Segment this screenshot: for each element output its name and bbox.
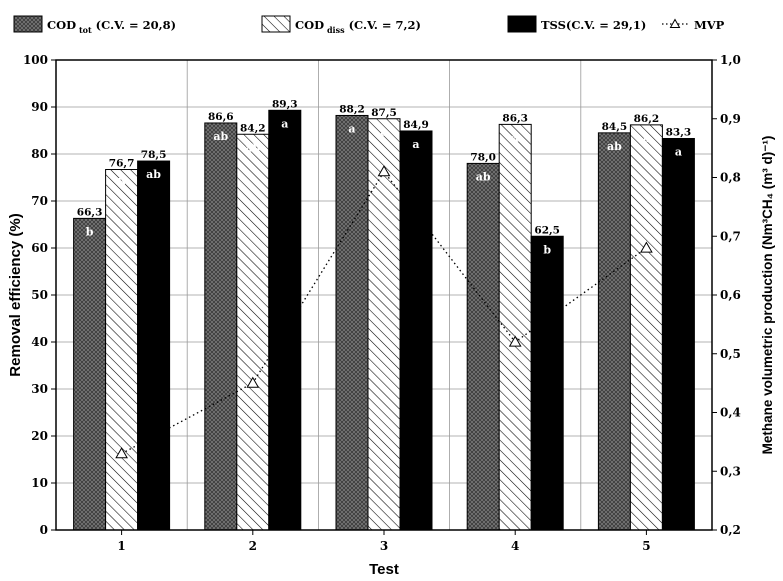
y-tick-label: 30 [31, 382, 48, 396]
legend-label: MVP [694, 18, 725, 32]
group-letter: ab [245, 141, 260, 154]
legend-swatch [261, 15, 291, 33]
mvp-point [246, 376, 260, 388]
group-letter: b [86, 225, 94, 238]
data-label: 86,2 [634, 113, 660, 125]
bar [466, 162, 500, 531]
data-label: 87,5 [371, 107, 397, 119]
mvp-point [640, 241, 653, 253]
data-label: 86,3 [502, 112, 528, 124]
y-tick-label: 10 [31, 476, 48, 490]
mvp-point [377, 165, 391, 177]
data-label: 78,5 [141, 149, 167, 161]
mvp-point [508, 335, 522, 347]
bar [367, 118, 401, 531]
bar [629, 124, 663, 531]
y-tick-label: 60 [31, 241, 48, 255]
data-label: 84,9 [403, 119, 429, 131]
y2-tick-label: 1,0 [720, 53, 741, 67]
y2-tick-label: 0,5 [720, 347, 741, 361]
data-label: 88,2 [339, 103, 365, 115]
data-label: 83,3 [666, 126, 692, 138]
y2-tick-label: 0,6 [720, 288, 741, 302]
x-tick-label: 3 [380, 539, 388, 553]
group-letter: ab [146, 168, 161, 181]
mvp-line [115, 165, 653, 459]
y2-tick-label: 0,7 [720, 229, 741, 243]
y-tick-label: 100 [23, 53, 48, 67]
bars: 66,3b76,7b78,5ab86,6ab84,2ab89,3a88,2a87… [73, 98, 695, 531]
y2-tick-label: 0,4 [720, 406, 741, 420]
legend-marker [669, 18, 681, 28]
group-letter: ab [607, 140, 622, 153]
group-letter: a [281, 117, 288, 130]
group-letter: a [412, 138, 419, 151]
bar [73, 217, 107, 531]
legend-label: COD diss (C.V. = 7,2) [295, 18, 421, 35]
data-label: 76,7 [109, 158, 135, 170]
y2-tick-label: 0,2 [720, 523, 741, 537]
legend-swatch [13, 15, 43, 33]
bar [268, 109, 302, 531]
bar [597, 132, 631, 531]
bar [399, 130, 433, 531]
group-letter: a [380, 126, 387, 139]
y2-tick-label: 0,8 [720, 171, 741, 185]
x-tick-label: 1 [117, 539, 125, 553]
bar [236, 133, 270, 531]
legend: COD tot (C.V. = 20,8) COD diss (C.V. = 7,… [13, 15, 725, 35]
y2-tick-label: 0,9 [720, 112, 741, 126]
y-axis-title: Removal efficiency (%) [7, 213, 24, 376]
data-label: 84,2 [240, 122, 266, 134]
bar [204, 122, 238, 531]
y2-tick-label: 0,3 [720, 464, 741, 478]
bar [661, 137, 695, 531]
group-letter: a [643, 132, 650, 145]
y-tick-label: 80 [31, 147, 48, 161]
group-letter: ab [476, 170, 491, 183]
group-letter: a [512, 131, 519, 144]
data-label: 84,5 [602, 121, 628, 133]
y-tick-label: 50 [31, 288, 48, 302]
bar [335, 114, 369, 531]
y-tick-label: 70 [31, 194, 48, 208]
y-tick-label: 40 [31, 335, 48, 349]
legend-swatch [507, 15, 537, 33]
group-letter: a [348, 122, 355, 135]
bar [137, 160, 171, 531]
data-label: 86,6 [208, 111, 234, 123]
x-tick-label: 2 [249, 539, 257, 553]
y-tick-label: 20 [31, 429, 48, 443]
group-letter: b [543, 243, 551, 256]
y-tick-label: 90 [31, 100, 48, 114]
y-tick-label: 0 [40, 523, 48, 537]
data-label: 66,3 [77, 206, 103, 218]
group-letter: ab [213, 130, 228, 143]
mvp-series-line [121, 170, 647, 455]
x-tick-label: 5 [642, 539, 650, 553]
group-letter: b [118, 177, 126, 190]
axes: 0 10 20 30 40 50 60 70 80 90 100 0,2 0,3 0,4 0,5 0,6 0,7… [23, 53, 741, 553]
legend-label: TSS(C.V. = 29,1) [541, 18, 646, 32]
group-letter: a [675, 145, 682, 158]
y2-axis-title: Methane volumetric production (Nm³CH₄ (m… [760, 136, 775, 455]
legend-label: COD tot (C.V. = 20,8) [47, 18, 176, 35]
bar [105, 169, 139, 531]
x-axis-title: Test [369, 561, 399, 578]
data-label: 78,0 [470, 151, 496, 163]
data-label: 62,5 [534, 224, 560, 236]
mvp-point [115, 447, 128, 459]
x-tick-label: 4 [511, 539, 519, 553]
data-label: 89,3 [272, 98, 298, 110]
bar [530, 235, 564, 531]
